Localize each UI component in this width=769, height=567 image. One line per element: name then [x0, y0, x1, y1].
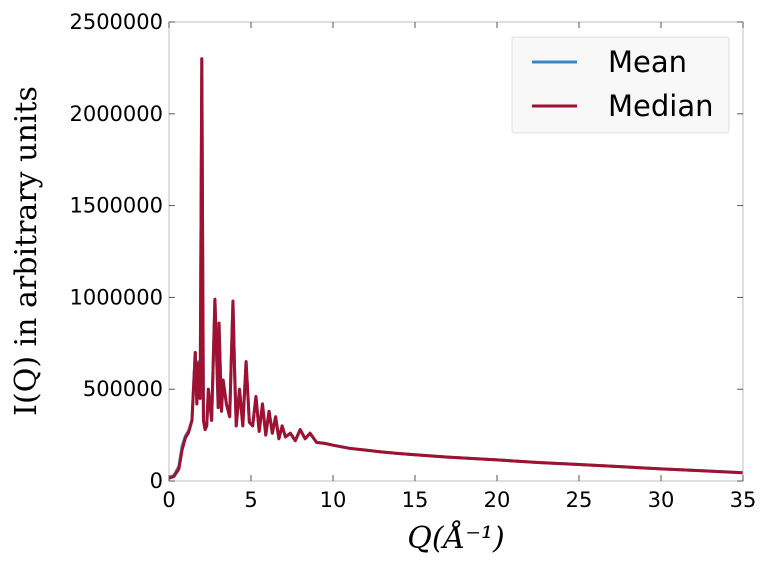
ticks-layer — [168, 21, 744, 482]
x-tick-label: 0 — [162, 488, 175, 512]
plot-area — [168, 21, 744, 482]
x-tick-label: 10 — [320, 488, 347, 512]
x-tick-label: 25 — [566, 488, 593, 512]
y-tick-label: 2500000 — [69, 10, 163, 34]
plot-frame — [168, 21, 744, 482]
x-tick-label: 20 — [484, 488, 511, 512]
y-tick-label: 2000000 — [69, 102, 163, 126]
x-axis-label: Q(Å⁻¹) — [407, 520, 505, 556]
legend-label-median: Median — [608, 89, 713, 123]
y-tick-label: 1000000 — [69, 285, 163, 309]
y-tick-label: 1500000 — [69, 194, 163, 218]
y-tick-label: 500000 — [83, 377, 163, 401]
series-layer — [168, 57, 744, 480]
legend-label-mean: Mean — [608, 45, 687, 79]
y-tick-labels: 0 500000 1000000 1500000 2000000 2500000 — [69, 10, 163, 493]
y-tick-label: 0 — [150, 469, 163, 493]
x-tick-labels: 0 5 10 15 20 25 30 35 — [162, 488, 756, 512]
x-tick-label: 35 — [730, 488, 757, 512]
y-axis-label: I(Q) in arbitrary units — [9, 86, 44, 416]
x-tick-label: 5 — [244, 488, 257, 512]
x-tick-label: 30 — [648, 488, 675, 512]
legend: Mean Median — [511, 36, 730, 134]
x-tick-label: 15 — [402, 488, 429, 512]
series-line-median — [168, 57, 744, 480]
